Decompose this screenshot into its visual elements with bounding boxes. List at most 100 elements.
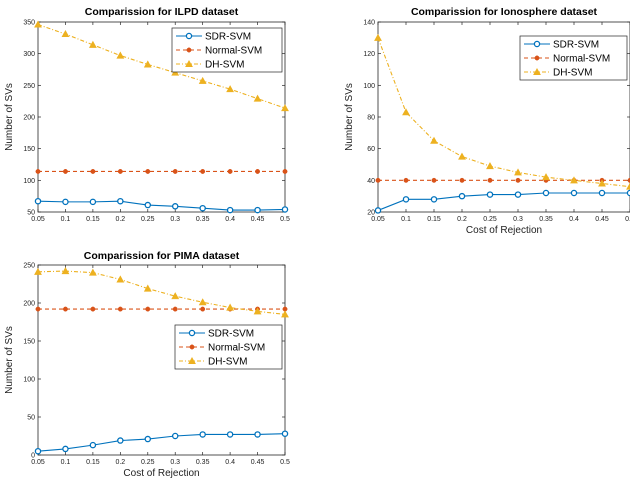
- y-tick-label: 350: [23, 20, 35, 27]
- data-point: [254, 206, 261, 214]
- data-point: [116, 51, 125, 59]
- data-point: [144, 435, 152, 443]
- data-point: [89, 198, 97, 206]
- data-point: [171, 203, 179, 210]
- legend-label: DH-SVM: [208, 357, 247, 368]
- data-point: [226, 85, 235, 93]
- data-point: [542, 173, 550, 181]
- data-point: [430, 136, 438, 144]
- data-point: [458, 152, 466, 160]
- data-point: [117, 169, 123, 174]
- y-tick-label: 50: [27, 415, 35, 422]
- y-tick-label: 60: [367, 146, 375, 153]
- data-point: [88, 268, 97, 276]
- data-point: [570, 189, 578, 197]
- y-tick-label: 20: [367, 210, 375, 217]
- data-point: [254, 431, 261, 438]
- data-point: [430, 196, 438, 203]
- x-tick-label: 0.3: [170, 216, 180, 223]
- data-point: [90, 169, 96, 174]
- x-tick-label: 0.35: [196, 459, 210, 466]
- x-tick-label: 0.2: [457, 216, 467, 223]
- data-point: [255, 169, 261, 174]
- data-point: [281, 310, 289, 318]
- series-line: [37, 200, 286, 211]
- x-tick-label: 0.35: [196, 216, 210, 223]
- data-point: [199, 204, 206, 212]
- x-tick-label: 0.25: [483, 216, 497, 223]
- data-point: [62, 445, 69, 453]
- y-tick-label: 150: [23, 339, 35, 346]
- y-axis-label: Number of SVs: [4, 83, 15, 151]
- x-tick-label: 0.1: [61, 216, 71, 223]
- legend-marker: [534, 55, 540, 61]
- data-point: [200, 306, 206, 312]
- legend: SDR-SVM Normal-SVM DH-SVM: [519, 35, 628, 81]
- series-sdr-svm: [34, 430, 289, 455]
- chart-title: Comparission for ILPD dataset: [85, 6, 239, 18]
- y-tick-label: 100: [23, 377, 35, 384]
- x-tick-label: 0.15: [427, 216, 441, 223]
- data-point: [143, 60, 152, 68]
- data-point: [90, 306, 96, 312]
- x-tick-label: 0.45: [595, 216, 609, 223]
- data-point: [62, 198, 69, 206]
- y-tick-label: 100: [363, 83, 375, 90]
- data-point: [253, 94, 262, 102]
- series-normal-svm: [35, 169, 288, 174]
- y-tick-label: 300: [23, 51, 35, 58]
- series-line: [37, 433, 286, 452]
- data-point: [514, 191, 522, 198]
- data-point: [199, 431, 206, 438]
- data-point: [117, 306, 123, 312]
- y-tick-label: 0: [31, 453, 35, 460]
- y-tick-label: 250: [23, 263, 35, 270]
- x-tick-label: 0.45: [251, 216, 265, 223]
- data-point: [570, 176, 578, 184]
- data-point: [402, 196, 410, 203]
- legend-label: Normal-SVM: [553, 54, 610, 65]
- x-tick-label: 0.4: [569, 216, 579, 223]
- data-point: [35, 169, 41, 174]
- x-tick-label: 0.3: [513, 216, 523, 223]
- chart-ilpd: Comparission for ILPD dataset 0.05 0.1 0.15…: [4, 6, 290, 223]
- series-line: [377, 37, 630, 188]
- y-tick-label: 120: [363, 51, 375, 58]
- data-point: [143, 284, 152, 292]
- legend-marker: [533, 40, 541, 48]
- data-point: [34, 447, 42, 455]
- data-point: [62, 306, 68, 312]
- x-tick-label: 0.1: [61, 459, 71, 466]
- y-tick-label: 80: [367, 115, 375, 122]
- data-point: [34, 20, 42, 28]
- x-tick-label: 0.05: [371, 216, 385, 223]
- x-axis-label: Cost of Rejection: [123, 468, 199, 479]
- data-point: [227, 169, 233, 174]
- legend-marker: [188, 356, 196, 365]
- x-tick-label: 0.1: [401, 216, 411, 223]
- y-tick-label: 200: [23, 115, 35, 122]
- data-point: [145, 306, 151, 312]
- series-line: [37, 24, 286, 109]
- data-point: [117, 197, 124, 205]
- data-point: [542, 189, 550, 197]
- legend-marker: [185, 59, 193, 68]
- data-point: [402, 108, 410, 116]
- data-point: [431, 177, 437, 183]
- series-sdr-svm: [34, 197, 289, 214]
- legend-label: Normal-SVM: [205, 46, 262, 57]
- data-point: [375, 177, 381, 183]
- y-tick-label: 250: [23, 83, 35, 90]
- data-point: [144, 201, 152, 209]
- data-point: [486, 162, 494, 170]
- x-tick-label: 0.15: [86, 216, 100, 223]
- x-tick-label: 0.45: [251, 459, 265, 466]
- x-tick-label: 0.3: [170, 459, 180, 466]
- legend-label: SDR-SVM: [208, 329, 254, 340]
- data-point: [35, 306, 41, 312]
- legend: SDR-SVM Normal-SVM DH-SVM: [171, 27, 283, 73]
- x-tick-label: 0.05: [31, 459, 45, 466]
- x-tick-label: 0.05: [31, 216, 45, 223]
- data-point: [226, 431, 234, 438]
- x-tick-label: 0.5: [280, 216, 290, 223]
